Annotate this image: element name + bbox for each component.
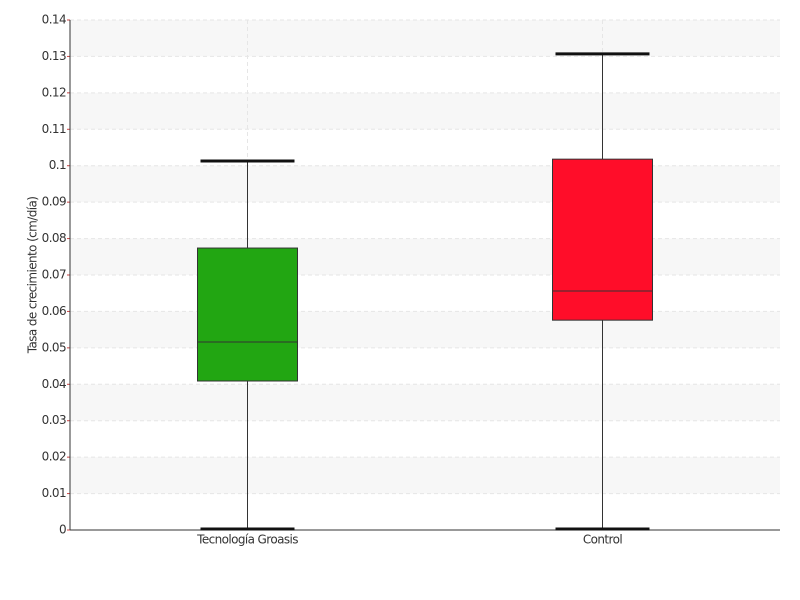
y-tick-label: 0.03 (42, 413, 66, 427)
y-tick-label: 0.07 (42, 268, 66, 282)
y-tick-label: 0.02 (42, 450, 66, 464)
box (552, 158, 653, 321)
grid-band (70, 384, 780, 421)
y-axis-label: Tasa de crecimiento (cm/día) (26, 197, 40, 355)
y-tick-label: 0.05 (42, 340, 66, 354)
y-tick-label: 0 (59, 523, 66, 537)
y-tick-label: 0.01 (42, 486, 66, 500)
box (197, 247, 298, 382)
grid-band (70, 238, 780, 275)
grid-band (70, 20, 780, 57)
x-tick-label: Control (583, 533, 622, 547)
y-tick-label: 0.09 (42, 195, 66, 209)
x-tick-label: Tecnología Groasis (196, 533, 298, 547)
grid-band (70, 165, 780, 203)
y-tick-label: 0.13 (42, 49, 66, 63)
grid-band (70, 92, 780, 130)
y-tick-label: 0.08 (42, 231, 66, 245)
grid-band (70, 311, 780, 348)
y-tick-label: 0.14 (42, 13, 66, 27)
y-tick-label: 0.11 (42, 122, 66, 136)
y-tick-label: 0.12 (42, 85, 66, 99)
y-tick-label: 0.06 (42, 304, 66, 318)
y-tick-label: 0.04 (42, 377, 66, 391)
grid-band (70, 457, 780, 494)
y-tick-label: 0.1 (49, 158, 66, 172)
